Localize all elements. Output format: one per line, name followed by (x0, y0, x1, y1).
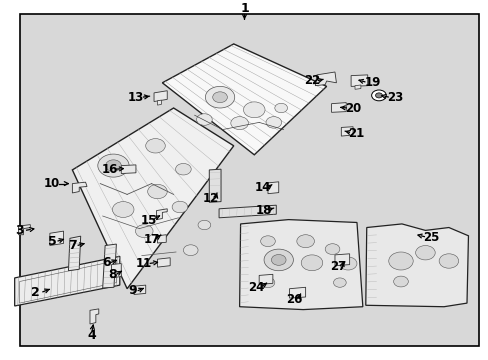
Circle shape (375, 93, 382, 98)
Polygon shape (111, 264, 121, 278)
Text: 4: 4 (87, 329, 96, 342)
Circle shape (438, 254, 458, 268)
Polygon shape (289, 287, 305, 298)
Polygon shape (134, 285, 145, 294)
Circle shape (333, 278, 346, 287)
Text: 1: 1 (240, 3, 248, 15)
Circle shape (261, 278, 274, 288)
Circle shape (230, 117, 248, 130)
Polygon shape (90, 309, 99, 324)
Circle shape (196, 114, 212, 125)
Circle shape (98, 154, 129, 177)
Polygon shape (154, 91, 167, 102)
Circle shape (296, 235, 314, 248)
Polygon shape (15, 256, 120, 306)
Polygon shape (259, 274, 272, 284)
Text: 6: 6 (102, 256, 111, 269)
Circle shape (105, 160, 121, 171)
Polygon shape (72, 108, 233, 289)
Circle shape (265, 117, 281, 128)
Polygon shape (50, 231, 63, 246)
Polygon shape (102, 244, 116, 288)
Text: 24: 24 (248, 281, 264, 294)
Text: 16: 16 (102, 163, 118, 176)
Circle shape (183, 245, 198, 256)
Polygon shape (334, 254, 349, 266)
Text: 13: 13 (127, 91, 144, 104)
Polygon shape (354, 85, 360, 89)
Polygon shape (157, 235, 166, 243)
Text: 22: 22 (303, 75, 320, 87)
Text: 19: 19 (364, 76, 380, 89)
Circle shape (415, 246, 434, 260)
Polygon shape (121, 165, 136, 174)
Circle shape (243, 102, 264, 118)
Circle shape (145, 139, 165, 153)
Circle shape (175, 163, 191, 175)
Circle shape (212, 92, 227, 103)
Text: 8: 8 (108, 268, 117, 281)
Polygon shape (157, 100, 161, 105)
Polygon shape (72, 182, 87, 193)
Circle shape (301, 255, 322, 271)
Polygon shape (315, 72, 336, 86)
Text: 7: 7 (68, 239, 77, 252)
Circle shape (271, 255, 285, 265)
Text: 5: 5 (48, 235, 57, 248)
Text: 12: 12 (203, 192, 219, 204)
Polygon shape (156, 209, 167, 220)
Circle shape (325, 244, 339, 255)
Text: 2: 2 (31, 286, 40, 299)
Circle shape (135, 225, 153, 238)
Circle shape (198, 220, 210, 230)
Polygon shape (341, 127, 352, 136)
Circle shape (274, 103, 287, 113)
Polygon shape (239, 220, 362, 310)
Polygon shape (20, 14, 478, 346)
Text: 27: 27 (329, 260, 346, 273)
Polygon shape (219, 205, 276, 218)
Text: 14: 14 (254, 181, 271, 194)
Circle shape (205, 86, 234, 108)
Circle shape (260, 236, 275, 247)
Polygon shape (162, 44, 326, 155)
Text: 3: 3 (15, 224, 24, 237)
Polygon shape (365, 224, 468, 307)
Polygon shape (267, 182, 278, 194)
Circle shape (112, 202, 134, 217)
Polygon shape (19, 225, 30, 235)
Text: 20: 20 (344, 102, 361, 115)
Text: 23: 23 (386, 91, 403, 104)
Circle shape (147, 184, 167, 199)
Text: 10: 10 (43, 177, 60, 190)
Text: 15: 15 (141, 214, 157, 227)
Text: 25: 25 (422, 231, 439, 244)
Text: 21: 21 (347, 127, 364, 140)
Text: 11: 11 (136, 257, 152, 270)
Circle shape (388, 252, 412, 270)
Polygon shape (350, 75, 367, 86)
Circle shape (172, 201, 187, 213)
Circle shape (264, 249, 293, 271)
Polygon shape (157, 258, 170, 267)
Text: 26: 26 (285, 293, 302, 306)
Polygon shape (68, 236, 81, 271)
Polygon shape (331, 103, 346, 112)
Circle shape (393, 276, 407, 287)
Polygon shape (209, 169, 221, 202)
Text: 17: 17 (143, 233, 160, 246)
Circle shape (371, 90, 386, 101)
Circle shape (339, 257, 356, 270)
Text: 9: 9 (128, 284, 137, 297)
Text: 18: 18 (255, 204, 272, 217)
